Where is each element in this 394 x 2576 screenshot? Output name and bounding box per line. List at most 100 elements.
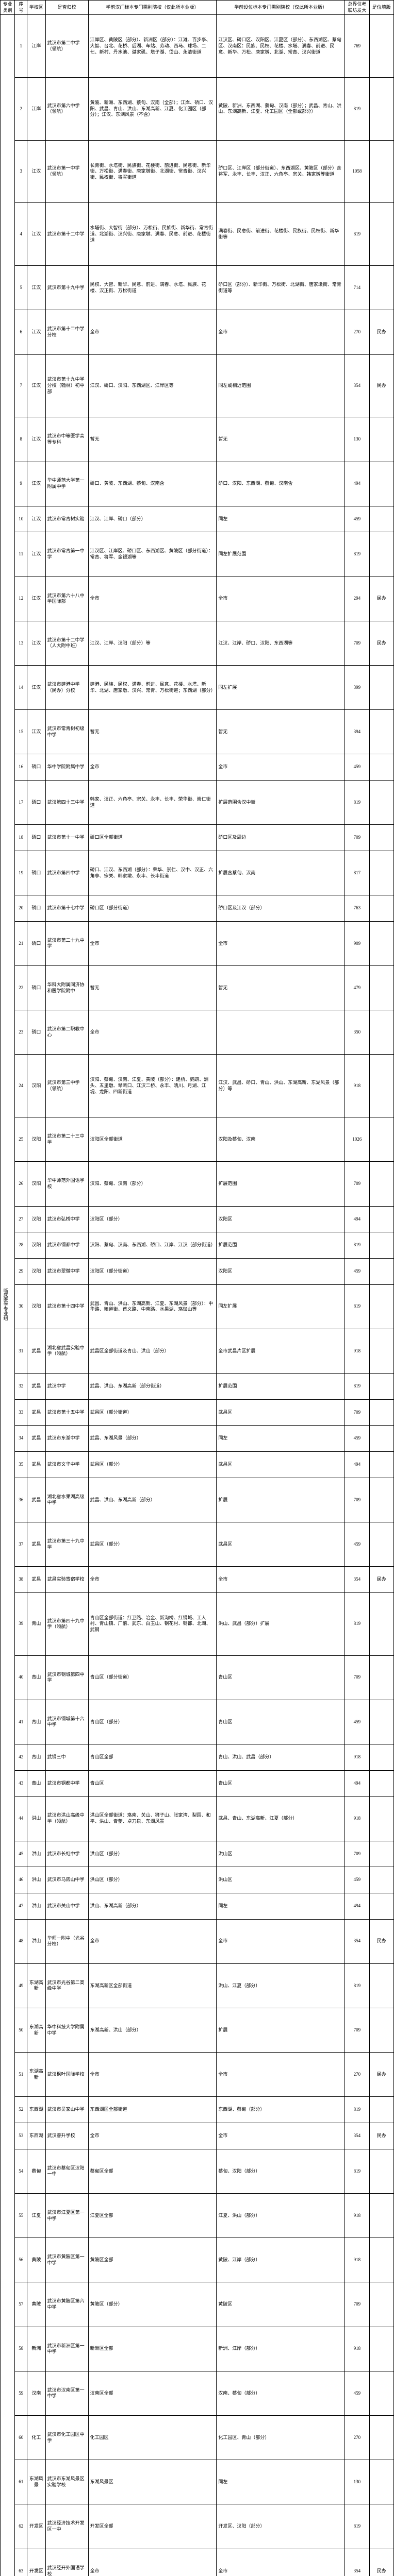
scope2-cell: 洪山区	[217, 1841, 345, 1867]
scope2-cell: 青山区	[217, 1700, 345, 1744]
num-cell: 63	[15, 2549, 27, 2576]
scope1-cell: 暂无	[88, 966, 217, 1010]
note-cell	[369, 2416, 393, 2460]
quota-cell: 769	[345, 15, 369, 78]
table-row: 49东湖高新武汉市光谷第二高级中学东湖高新区全部街道洪山、江夏（部分）819	[1, 1963, 394, 2008]
scope2-cell: 同左	[217, 506, 345, 532]
scope2-cell: 洪山、武昌（部分）扩展	[217, 1592, 345, 1655]
scope1-cell: 暂无	[88, 417, 217, 462]
scope1-cell: 青山区	[88, 1770, 217, 1797]
num-cell: 34	[15, 1426, 27, 1452]
scope1-cell: 武昌区全部街道及青山、洪山（部分）	[88, 1329, 217, 1373]
school-cell: 湖北省水果湖高级中学	[45, 1478, 88, 1522]
num-cell: 11	[15, 532, 27, 577]
scope2-cell: 同左	[217, 1893, 345, 1919]
region-cell: 青山	[27, 1700, 46, 1744]
region-cell: 新洲	[27, 2327, 46, 2371]
quota-cell: 709	[345, 825, 369, 851]
quota-cell: 354	[345, 1919, 369, 1963]
school-cell: 武汉中学	[45, 1374, 88, 1400]
school-cell: 武汉市第四十九中学（领航）	[45, 1592, 88, 1655]
note-cell	[369, 1399, 393, 1426]
school-cell: 武汉市洪山高级中学（领航）	[45, 1797, 88, 1841]
scope1-cell: 青山区全部	[88, 1744, 217, 1771]
header-school: 是否归校	[45, 1, 88, 15]
region-cell: 江汉	[27, 532, 46, 577]
table-row: 45洪山武汉市长虹中学洪山区（部分）洪山区709	[1, 1841, 394, 1867]
table-row: 48洪山华师一附中（光谷分校）全市全市354民办	[1, 1919, 394, 1963]
scope2-cell: 青山区	[217, 1655, 345, 1700]
scope1-cell: 化工园区	[88, 2416, 217, 2460]
header-note: 是位填版	[369, 1, 393, 15]
scope1-cell: 暂无	[88, 710, 217, 754]
school-cell: 武汉市常青树初级中学	[45, 710, 88, 754]
quota-cell: 709	[345, 1399, 369, 1426]
scope1-cell: 江汉、硚口、汉阳、东西湖区、江岸区等	[88, 354, 217, 417]
quota-cell: 1026	[345, 1117, 369, 1162]
scope2-cell: 同左扩展范围	[217, 532, 345, 577]
region-cell: 汉阳	[27, 1117, 46, 1162]
region-cell: 硚口	[27, 895, 46, 922]
table-row: 33武昌武汉市第十五中学武昌区（部分街道）武昌区709	[1, 1399, 394, 1426]
region-cell: 武昌	[27, 1374, 46, 1400]
num-cell: 49	[15, 1963, 27, 2008]
note-cell: 民办	[369, 354, 393, 417]
note-cell	[369, 1055, 393, 1117]
scope2-cell: 全市	[217, 1919, 345, 1963]
scope2-cell: 硚口区（部分）、新华街、万松街、北湖街、唐家墩街、常青街道等	[217, 266, 345, 310]
quota-cell: 294	[345, 577, 369, 621]
region-cell: 江汉	[27, 140, 46, 203]
table-row: 28汉阳武汉市钢都中学汉阳、蔡甸、汉南、东西湖、硚口、江岸、江汉（部分街道）扩展…	[1, 1232, 394, 1259]
scope1-cell: 武昌区（部分）	[88, 1522, 217, 1567]
scope2-cell: 全市	[217, 921, 345, 965]
note-cell	[369, 1329, 393, 1373]
table-row: 25汉阳武汉市第二十三中学汉阳区全部街道汉阳及蔡甸、汉南1026	[1, 1117, 394, 1162]
note-cell: 民办	[369, 2549, 393, 2576]
table-row: 3江汉武汉市第一中学（领航）长青街、水塔街、民族街、花楼街、前进街、民意街、新华…	[1, 140, 394, 203]
table-row: 34武昌武汉市东湖中学武昌、东湖风景（部分）同左459	[1, 1426, 394, 1452]
scope2-cell: 全市	[217, 2549, 345, 2576]
note-cell	[369, 1655, 393, 1700]
scope2-cell: 新洲、江岸（部分）	[217, 2327, 345, 2371]
scope1-cell: 江夏区全部	[88, 2194, 217, 2238]
note-cell: 民办	[369, 577, 393, 621]
quota-cell: 819	[345, 2097, 369, 2123]
note-cell	[369, 2327, 393, 2371]
quota-cell: 270	[345, 2053, 369, 2097]
table-row: 17硚口武汉第四十三中学韩家、汉正、六角亭、宗关、永丰、长丰、荣华街、崇仁街道扩…	[1, 781, 394, 825]
header-row: 专业类别 序号 学校区 是否归校 学前汉门标本专门需别院校（仅此所本业版） 学前…	[1, 1, 394, 15]
school-cell: 武汉市常青第一中学	[45, 532, 88, 577]
quota-cell: 709	[345, 1162, 369, 1206]
table-row: 9江汉华中师范大学第一附属中学硚口、黄陂、东西湖、蔡甸、汉南含硚口、汉阳、东西湖…	[1, 462, 394, 506]
scope2-cell: 扩展含蔡甸、汉南	[217, 851, 345, 895]
num-cell: 56	[15, 2238, 27, 2282]
note-cell	[369, 1010, 393, 1055]
table-row: 62开发区武汉经济技术开发区一中开发区全部开发区、汉阳（部分）819	[1, 2504, 394, 2549]
num-cell: 9	[15, 462, 27, 506]
scope2-cell: 江汉区、硚口区、汉阳区、江夏区（部分）、东西湖区、蔡甸区、汉南区：民族、民权、花…	[217, 15, 345, 78]
num-cell: 25	[15, 1117, 27, 1162]
num-cell: 8	[15, 417, 27, 462]
scope2-cell: 扩展范围	[217, 1162, 345, 1206]
scope2-cell: 东西湖、蔡甸（部分）	[217, 2097, 345, 2123]
table-row: 38武昌武昌实验寄宿学校全市全市354民办	[1, 1567, 394, 1593]
scope1-cell: 东湖高新区全部街道	[88, 1963, 217, 2008]
scope2-cell: 硚口区及周边	[217, 825, 345, 851]
scope2-cell: 全市	[217, 2123, 345, 2149]
region-cell: 洪山	[27, 1797, 46, 1841]
note-cell	[369, 754, 393, 781]
table-row: 22硚口华科大附属同济协和医学院附中暂无暂无479	[1, 966, 394, 1010]
table-row: 30汉阳武汉市第十四中学武昌、青山、洪山、东湖高新、江夏、东湖风景（部分）：中华…	[1, 1284, 394, 1329]
scope2-cell: 硚口区、江岸区（部分街道）、东西湖区、黄陂区（部分）含将军、永丰、长丰、汉正、六…	[217, 140, 345, 203]
note-cell	[369, 1258, 393, 1284]
school-cell: 武汉经开外国语学校	[45, 2549, 88, 2576]
note-cell	[369, 2194, 393, 2238]
num-cell: 15	[15, 710, 27, 754]
school-cell: 武汉睿升学校	[45, 2123, 88, 2149]
scope2-cell: 武昌、青山、东湖高新、江夏（部分）	[217, 1797, 345, 1841]
quota-cell: 709	[345, 1478, 369, 1522]
note-cell	[369, 710, 393, 754]
school-cell: 武汉市长虹中学	[45, 1841, 88, 1867]
region-cell: 江汉	[27, 354, 46, 417]
region-cell: 汉南	[27, 2371, 46, 2415]
